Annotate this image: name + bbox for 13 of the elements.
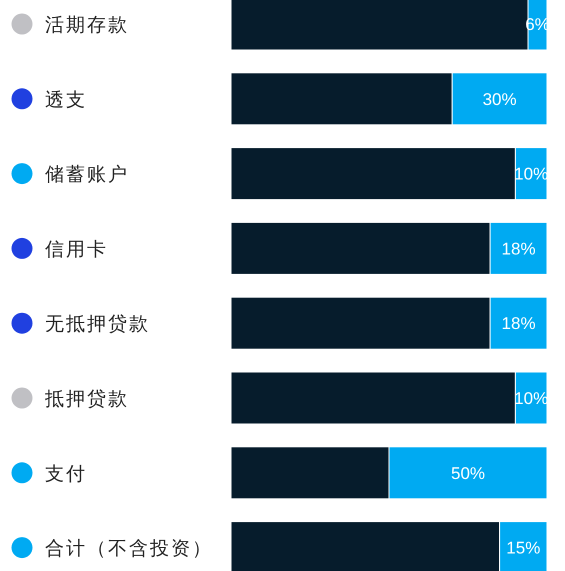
data-label: 18% bbox=[502, 239, 536, 258]
y-tick-label: 合计（不含投资） bbox=[45, 538, 213, 560]
y-tick-label: 储蓄账户 bbox=[45, 164, 129, 186]
data-label: 30% bbox=[482, 90, 517, 109]
y-tick-label: 透支 bbox=[45, 88, 87, 111]
y-tick-label: 信用卡 bbox=[45, 238, 108, 260]
y-tick-label: 抵押贷款 bbox=[44, 388, 129, 410]
data-label: 15% bbox=[506, 538, 540, 558]
data-label: 18% bbox=[502, 314, 536, 334]
y-tick-label: 支付 bbox=[45, 462, 87, 485]
y-tick-label: 活期存款 bbox=[45, 14, 129, 36]
data-label: 50% bbox=[450, 464, 486, 483]
y-tick-label: 无抵押贷款 bbox=[45, 313, 150, 336]
